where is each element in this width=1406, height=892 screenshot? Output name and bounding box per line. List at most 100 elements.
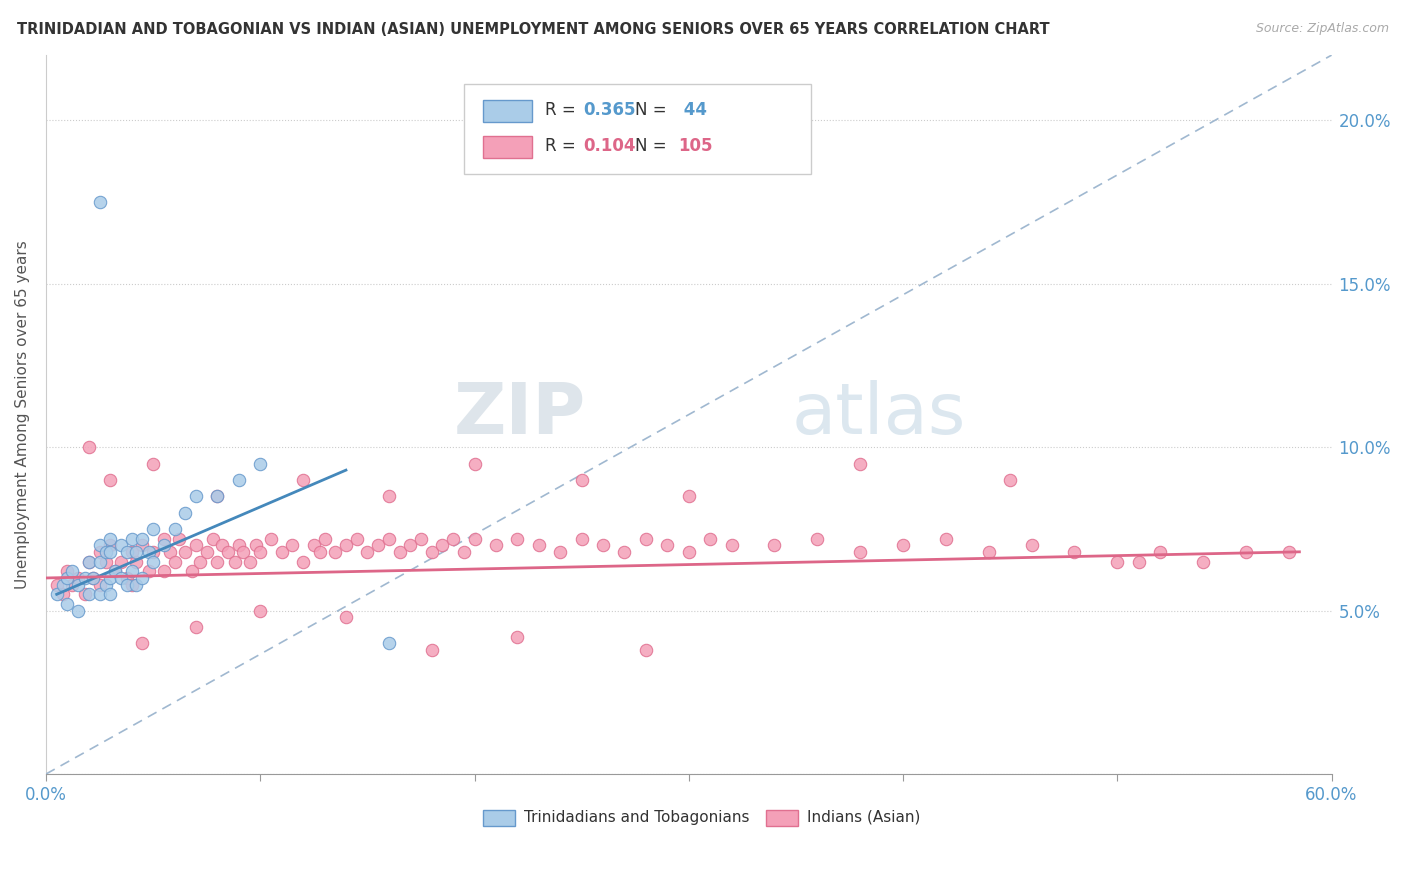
Point (420, 643, 443, 657)
Point (634, 532, 657, 546)
Point (117, 571, 139, 585)
Point (103, 565, 125, 579)
Point (98, 538, 121, 552)
Point (82, 571, 104, 585)
Point (98, 545, 121, 559)
Point (202, 532, 225, 546)
Point (592, 538, 614, 552)
Point (335, 610, 357, 624)
Point (184, 620, 207, 634)
Point (432, 538, 454, 552)
Point (527, 538, 550, 552)
Point (45, 577, 67, 591)
Point (52, 577, 75, 591)
Point (77, 555, 100, 569)
Point (292, 473, 315, 487)
Point (238, 555, 260, 569)
Point (356, 545, 378, 559)
Point (302, 538, 325, 552)
Point (138, 565, 160, 579)
Point (409, 532, 432, 546)
Point (634, 643, 657, 657)
Point (613, 545, 636, 559)
Point (453, 545, 475, 559)
Point (77, 555, 100, 569)
Bar (766, 810, 799, 826)
Point (153, 565, 176, 579)
Point (98, 571, 121, 585)
Point (98, 473, 121, 487)
Point (121, 545, 143, 559)
Text: 0.365: 0.365 (583, 102, 636, 120)
Point (378, 636, 401, 650)
Point (998, 473, 1021, 487)
Bar (484, 136, 531, 158)
Bar (484, 101, 531, 122)
Point (441, 532, 464, 546)
Point (207, 489, 229, 503)
Point (485, 538, 508, 552)
Point (117, 577, 139, 591)
Point (335, 538, 357, 552)
Point (506, 630, 529, 644)
Point (45, 587, 67, 601)
Text: N =: N = (634, 102, 672, 120)
Point (60, 577, 83, 591)
Point (121, 532, 143, 546)
Point (67, 604, 90, 618)
Point (131, 571, 153, 585)
Point (153, 538, 176, 552)
Point (657, 538, 679, 552)
Point (77, 587, 100, 601)
Text: Source: ZipAtlas.com: Source: ZipAtlas.com (1256, 22, 1389, 36)
Point (1149, 545, 1171, 559)
Point (89, 555, 111, 569)
Text: atlas: atlas (792, 380, 966, 449)
Point (420, 545, 443, 559)
Point (211, 538, 233, 552)
Point (110, 538, 132, 552)
Bar (484, 810, 515, 826)
Point (314, 532, 336, 546)
Point (292, 555, 315, 569)
Point (125, 555, 148, 569)
Point (1021, 538, 1043, 552)
Point (121, 565, 143, 579)
Point (232, 545, 254, 559)
Point (77, 440, 100, 454)
Point (378, 489, 401, 503)
Point (245, 538, 267, 552)
Point (159, 545, 181, 559)
Point (89, 587, 111, 601)
Point (94, 545, 117, 559)
Point (678, 489, 700, 503)
Point (117, 545, 139, 559)
Point (142, 545, 165, 559)
Point (346, 532, 368, 546)
Point (228, 473, 250, 487)
Point (720, 538, 742, 552)
Text: N =: N = (634, 137, 672, 155)
Point (849, 457, 872, 471)
Point (82, 571, 104, 585)
Point (138, 545, 160, 559)
Point (571, 532, 593, 546)
Point (174, 506, 197, 520)
Point (184, 538, 207, 552)
Point (67, 571, 90, 585)
Point (806, 532, 828, 546)
Point (195, 545, 218, 559)
Point (224, 555, 246, 569)
Text: 0.104: 0.104 (583, 137, 636, 155)
Point (110, 555, 132, 569)
Point (388, 545, 411, 559)
Point (121, 577, 143, 591)
Point (131, 636, 153, 650)
Point (935, 532, 957, 546)
Point (142, 457, 165, 471)
Point (110, 571, 132, 585)
Point (89, 577, 111, 591)
Point (463, 457, 485, 471)
Point (249, 457, 271, 471)
Point (378, 532, 401, 546)
